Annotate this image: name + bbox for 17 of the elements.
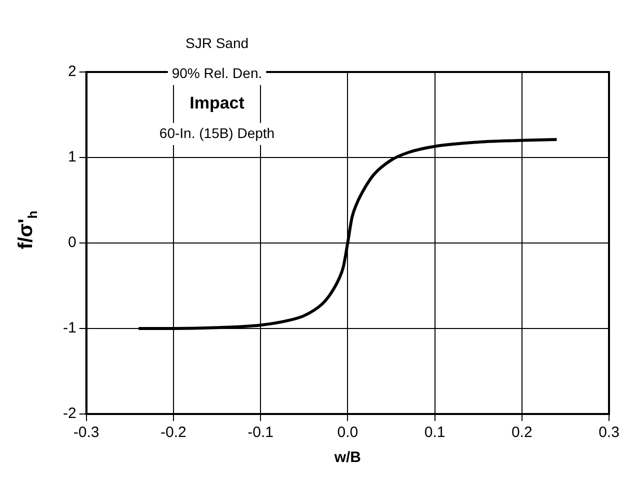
y-tick-label: -2 [62,405,76,422]
annotation: 90% Rel. Den. [172,64,262,81]
y-tick-label: 1 [68,148,76,166]
x-tick-label: -0.3 [73,424,100,442]
x-tick-label: 0.2 [511,424,532,442]
y-tick-label: 2 [68,63,76,80]
annotation: 60-In. (15B) Depth [159,124,275,141]
annotation: Impact [190,94,245,113]
x-tick-label: 0.3 [598,424,620,442]
y-tick-label: -1 [62,320,76,337]
text: SJR Sand [185,34,249,51]
x-tick-label: 0.1 [424,424,446,442]
x-tick-label: -0.2 [160,424,186,442]
x-axis-title: w/B [333,449,362,466]
y-tick-label: 0 [68,234,76,252]
x-tick-label: 0.0 [337,424,358,442]
x-tick-label: -0.1 [248,424,274,442]
